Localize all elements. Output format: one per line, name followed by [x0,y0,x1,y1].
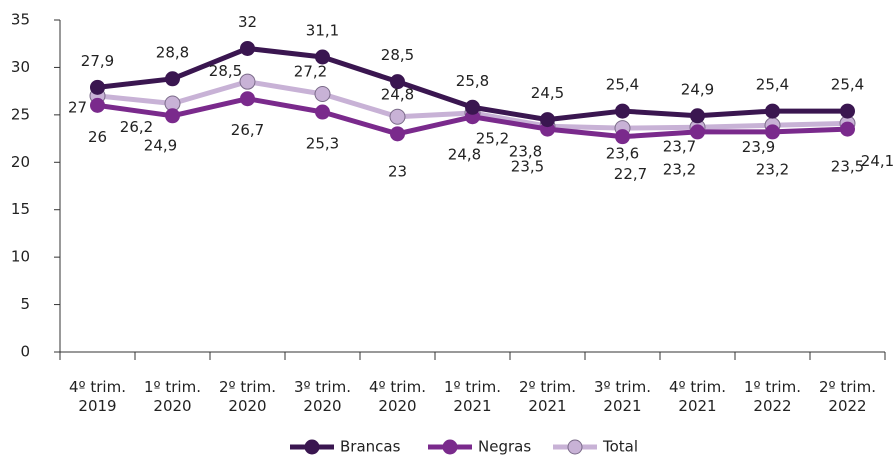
data-label: 23,7 [663,138,696,156]
data-label: 23,2 [756,160,789,178]
legend-marker [442,439,458,455]
y-tick-label: 25 [11,105,30,123]
data-label: 25,8 [456,72,489,90]
y-tick-label: 20 [11,153,30,171]
point [690,124,705,140]
data-label: 27 [68,98,87,116]
legend-marker [567,439,583,455]
data-label: 24,9 [144,136,177,154]
point [165,108,180,124]
y-tick-label: 0 [20,343,30,361]
x-tick-label: 3º trim. 2021 [594,378,651,415]
y-tick-label: 35 [11,11,30,29]
point [315,49,330,65]
point [765,103,780,119]
x-tick-label: 2º trim. 2021 [519,378,576,415]
data-label: 23,6 [606,145,639,163]
point [840,103,855,119]
point [240,40,255,56]
point [389,108,406,125]
y-tick-label: 15 [11,200,30,218]
data-label: 24,8 [448,145,481,163]
data-label: 25,4 [606,76,639,94]
point [315,104,330,120]
x-tick-label: 4º trim. 2019 [69,378,126,415]
point [615,103,630,119]
legend-marker [304,439,320,455]
legend-label: Brancas [340,438,401,456]
x-tick-label: 3º trim. 2020 [294,378,351,415]
data-label: 23,8 [509,143,542,161]
point [240,91,255,107]
x-tick-label: 2º trim. 2022 [819,378,876,415]
point [390,74,405,90]
data-label: 23 [388,162,407,180]
point [765,124,780,140]
point [690,108,705,124]
point [840,121,855,137]
legend-label: Negras [478,438,531,456]
data-label: 32 [238,13,257,31]
point [314,85,331,102]
data-label: 28,5 [381,46,414,64]
point [90,97,105,113]
data-label: 24,8 [381,85,414,103]
point [90,79,105,95]
data-label: 24,5 [531,84,564,102]
x-tick-label: 2º trim. 2020 [219,378,276,415]
data-label: 25,4 [756,76,789,94]
data-label: 24,9 [681,80,714,98]
data-label: 24,1 [861,152,894,170]
point [540,112,555,128]
data-label: 26,7 [231,121,264,139]
x-tick-label: 4º trim. 2020 [369,378,426,415]
y-tick-label: 10 [11,248,30,266]
data-label: 23,5 [831,158,864,176]
y-tick-label: 30 [11,58,30,76]
data-label: 23,9 [742,138,775,156]
data-label: 25,3 [306,135,339,153]
x-tick-label: 1º trim. 2021 [444,378,501,415]
point [615,129,630,145]
data-label: 25,2 [476,129,509,147]
data-label: 28,8 [156,43,189,61]
x-tick-label: 1º trim. 2022 [744,378,801,415]
point [390,126,405,142]
data-label: 26,2 [120,118,153,136]
legend-label: Total [602,438,638,456]
data-label: 26 [88,128,107,146]
data-label: 23,5 [511,158,544,176]
data-label: 25,4 [831,76,864,94]
point [239,73,256,90]
point [465,99,480,115]
data-label: 31,1 [306,21,339,39]
data-label: 23,2 [663,160,696,178]
data-label: 27,2 [294,62,327,80]
x-tick-label: 1º trim. 2020 [144,378,201,415]
y-tick-label: 5 [20,295,30,313]
data-label: 28,5 [209,62,242,80]
x-tick-label: 4º trim. 2021 [669,378,726,415]
point [165,71,180,87]
data-label: 22,7 [614,165,647,183]
data-label: 27,9 [81,52,114,70]
